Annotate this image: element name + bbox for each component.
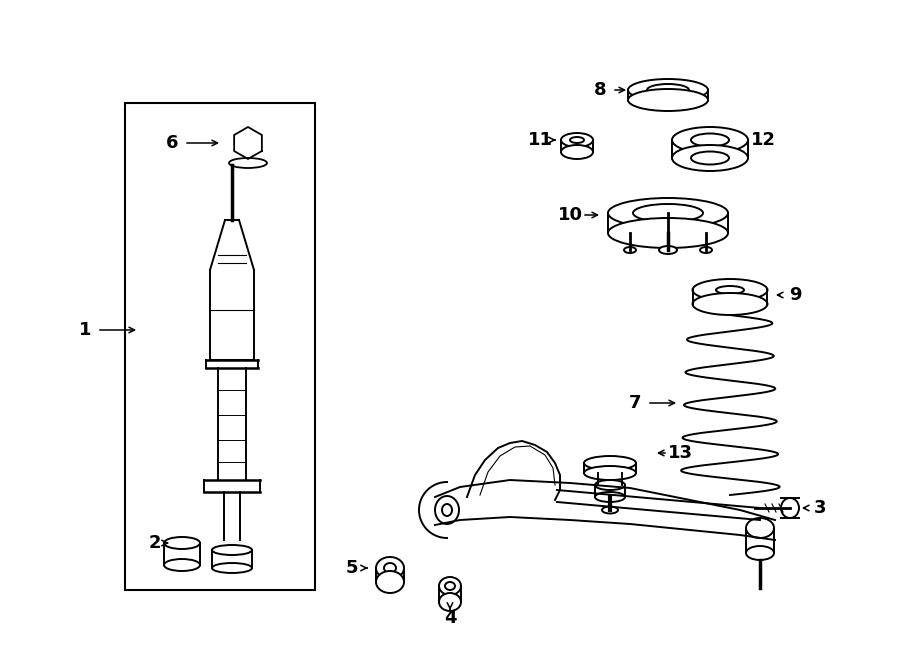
- Ellipse shape: [672, 127, 748, 153]
- Ellipse shape: [212, 545, 252, 555]
- Ellipse shape: [376, 571, 404, 593]
- Ellipse shape: [602, 506, 618, 514]
- Ellipse shape: [595, 480, 625, 490]
- Text: 3: 3: [814, 499, 826, 517]
- Ellipse shape: [435, 496, 459, 524]
- Ellipse shape: [628, 79, 708, 101]
- Text: 1: 1: [79, 321, 91, 339]
- Ellipse shape: [164, 559, 200, 571]
- Ellipse shape: [561, 145, 593, 159]
- Ellipse shape: [647, 84, 689, 96]
- Ellipse shape: [439, 577, 461, 595]
- Text: 12: 12: [751, 131, 776, 149]
- Ellipse shape: [445, 582, 455, 590]
- Text: 10: 10: [557, 206, 582, 224]
- Ellipse shape: [595, 492, 625, 502]
- Ellipse shape: [164, 537, 200, 549]
- Text: 13: 13: [668, 444, 692, 462]
- Ellipse shape: [692, 279, 768, 301]
- Ellipse shape: [584, 456, 636, 470]
- Ellipse shape: [692, 293, 768, 315]
- Ellipse shape: [746, 518, 774, 538]
- Ellipse shape: [716, 286, 744, 294]
- Ellipse shape: [584, 466, 636, 480]
- Ellipse shape: [700, 247, 712, 253]
- Text: 5: 5: [346, 559, 358, 577]
- Text: 6: 6: [166, 134, 178, 152]
- Ellipse shape: [781, 498, 799, 518]
- Ellipse shape: [628, 89, 708, 111]
- Ellipse shape: [672, 145, 748, 171]
- Text: 8: 8: [594, 81, 607, 99]
- Ellipse shape: [608, 198, 728, 228]
- Ellipse shape: [570, 137, 584, 143]
- Ellipse shape: [608, 218, 728, 248]
- Text: 4: 4: [444, 609, 456, 627]
- Text: 2: 2: [148, 534, 161, 552]
- Ellipse shape: [746, 546, 774, 560]
- Text: 11: 11: [527, 131, 553, 149]
- Ellipse shape: [212, 563, 252, 573]
- Bar: [125, 103, 315, 590]
- Text: 7: 7: [629, 394, 641, 412]
- Ellipse shape: [624, 247, 636, 253]
- Ellipse shape: [659, 246, 677, 254]
- Ellipse shape: [561, 133, 593, 147]
- Ellipse shape: [633, 204, 703, 222]
- Ellipse shape: [691, 134, 729, 147]
- Ellipse shape: [376, 557, 404, 579]
- Ellipse shape: [442, 504, 452, 516]
- Ellipse shape: [691, 151, 729, 165]
- Text: 9: 9: [788, 286, 801, 304]
- Ellipse shape: [384, 563, 396, 573]
- Ellipse shape: [439, 593, 461, 611]
